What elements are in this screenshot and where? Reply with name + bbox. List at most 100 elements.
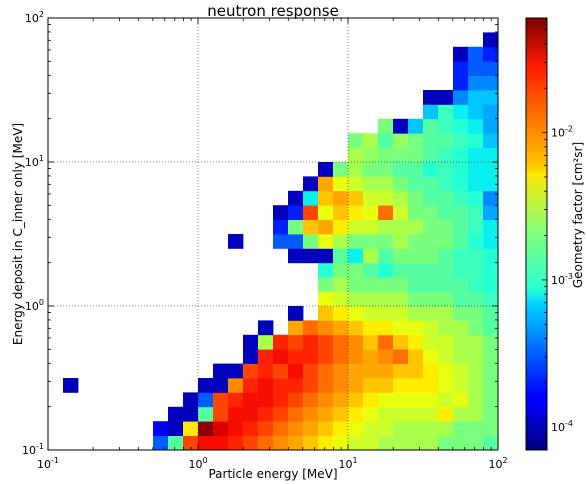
heatmap-cell — [168, 421, 184, 436]
heatmap-cell — [303, 334, 319, 350]
heatmap-cell — [408, 378, 424, 393]
heatmap-cell — [408, 421, 424, 436]
heatmap-cell — [228, 421, 244, 436]
x-axis-label: Particle energy [MeV] — [208, 467, 337, 481]
heatmap-cell — [423, 378, 439, 393]
heatmap-cell — [408, 306, 424, 321]
heatmap-cell — [423, 147, 439, 163]
heatmap-cell — [363, 334, 379, 350]
heatmap-cell — [213, 363, 229, 379]
heatmap-cell — [453, 61, 469, 76]
heatmap-cell — [228, 392, 244, 408]
heatmap-cell — [288, 190, 304, 206]
heatmap-cell — [243, 349, 259, 364]
heatmap-cell — [273, 392, 289, 408]
heatmap-cell — [408, 176, 424, 192]
heatmap-cell — [468, 75, 484, 91]
heatmap-cell — [438, 421, 454, 436]
chart-title: neutron response — [207, 2, 339, 20]
heatmap-cell — [483, 32, 499, 48]
heatmap-cell — [273, 435, 289, 451]
x-tick-label: 101 — [338, 456, 357, 471]
heatmap-cell — [438, 392, 454, 408]
colorbar — [525, 17, 548, 451]
heatmap-cell — [318, 392, 334, 408]
heatmap-cell — [348, 219, 364, 235]
heatmap-cell — [333, 406, 349, 422]
heatmap-cell — [423, 392, 439, 408]
heatmap-cell — [408, 363, 424, 379]
heatmap-cell — [213, 378, 229, 393]
heatmap-cell — [483, 262, 499, 278]
heatmap-cell — [363, 205, 379, 220]
heatmap-cell — [303, 363, 319, 379]
heatmap-cell — [468, 320, 484, 336]
heatmap-cell — [378, 162, 394, 177]
colorbar-tick-label: 10-2 — [551, 125, 573, 140]
heatmap-cell — [438, 190, 454, 206]
heatmap-cell — [333, 205, 349, 220]
heatmap-cell — [213, 435, 229, 451]
heatmap-cell — [468, 176, 484, 192]
heatmap-cell — [378, 378, 394, 393]
heatmap-cell — [363, 277, 379, 292]
heatmap-cell — [288, 421, 304, 436]
heatmap-cell — [453, 162, 469, 177]
heatmap-cell — [303, 378, 319, 393]
heatmap-cell — [423, 406, 439, 422]
heatmap-cell — [243, 406, 259, 422]
heatmap-cell — [333, 363, 349, 379]
heatmap-cell — [318, 349, 334, 364]
heatmap-cell — [453, 234, 469, 249]
heatmap-cell — [423, 291, 439, 307]
heatmap-cell — [363, 392, 379, 408]
heatmap-cell — [378, 291, 394, 307]
heatmap-cell — [453, 334, 469, 350]
heatmap-cell — [483, 291, 499, 307]
heatmap-cell — [483, 234, 499, 249]
heatmap-cell — [288, 435, 304, 451]
heatmap-cell — [393, 363, 409, 379]
heatmap-cell — [423, 104, 439, 120]
heatmap-cell — [438, 320, 454, 336]
heatmap-cell — [468, 205, 484, 220]
heatmap-cell — [273, 334, 289, 350]
heatmap-cell — [258, 349, 274, 364]
heatmap-cell — [483, 378, 499, 393]
heatmap-cell — [483, 320, 499, 336]
heatmap-cell — [348, 306, 364, 321]
heatmap-cell — [363, 176, 379, 192]
heatmap-cell — [303, 234, 319, 249]
heatmap-cell — [423, 277, 439, 292]
heatmap-cell — [453, 291, 469, 307]
heatmap-cell — [423, 118, 439, 134]
heatmap-cell — [183, 421, 199, 436]
heatmap-cell — [483, 334, 499, 350]
heatmap-cell — [438, 248, 454, 264]
x-tick-label: 100 — [188, 456, 207, 471]
heatmap-cell — [438, 349, 454, 364]
heatmap-cell — [333, 219, 349, 235]
heatmap-cell — [318, 190, 334, 206]
heatmap-cell — [453, 118, 469, 134]
heatmap-cell — [378, 219, 394, 235]
heatmap-cell — [378, 435, 394, 451]
heatmap-cell — [393, 190, 409, 206]
y-axis-label: Energy deposit in C_inner only [MeV] — [11, 123, 25, 345]
heatmap-cell — [408, 320, 424, 336]
heatmap-cell — [333, 291, 349, 307]
heatmap-cell — [453, 147, 469, 163]
heatmap-cell — [378, 262, 394, 278]
heatmap-cell — [348, 234, 364, 249]
heatmap-cell — [333, 277, 349, 292]
heatmap-cell — [468, 334, 484, 350]
colorbar-tick-label: 10-4 — [551, 419, 573, 434]
heatmap-cell — [258, 421, 274, 436]
heatmap-cell — [363, 378, 379, 393]
heatmap-cell — [423, 190, 439, 206]
heatmap-cell — [408, 234, 424, 249]
heatmap-cell — [363, 363, 379, 379]
y-tick-labels: 10-1 100 101 102 — [22, 10, 44, 457]
heatmap-cell — [468, 277, 484, 292]
heatmap-cell — [468, 133, 484, 148]
